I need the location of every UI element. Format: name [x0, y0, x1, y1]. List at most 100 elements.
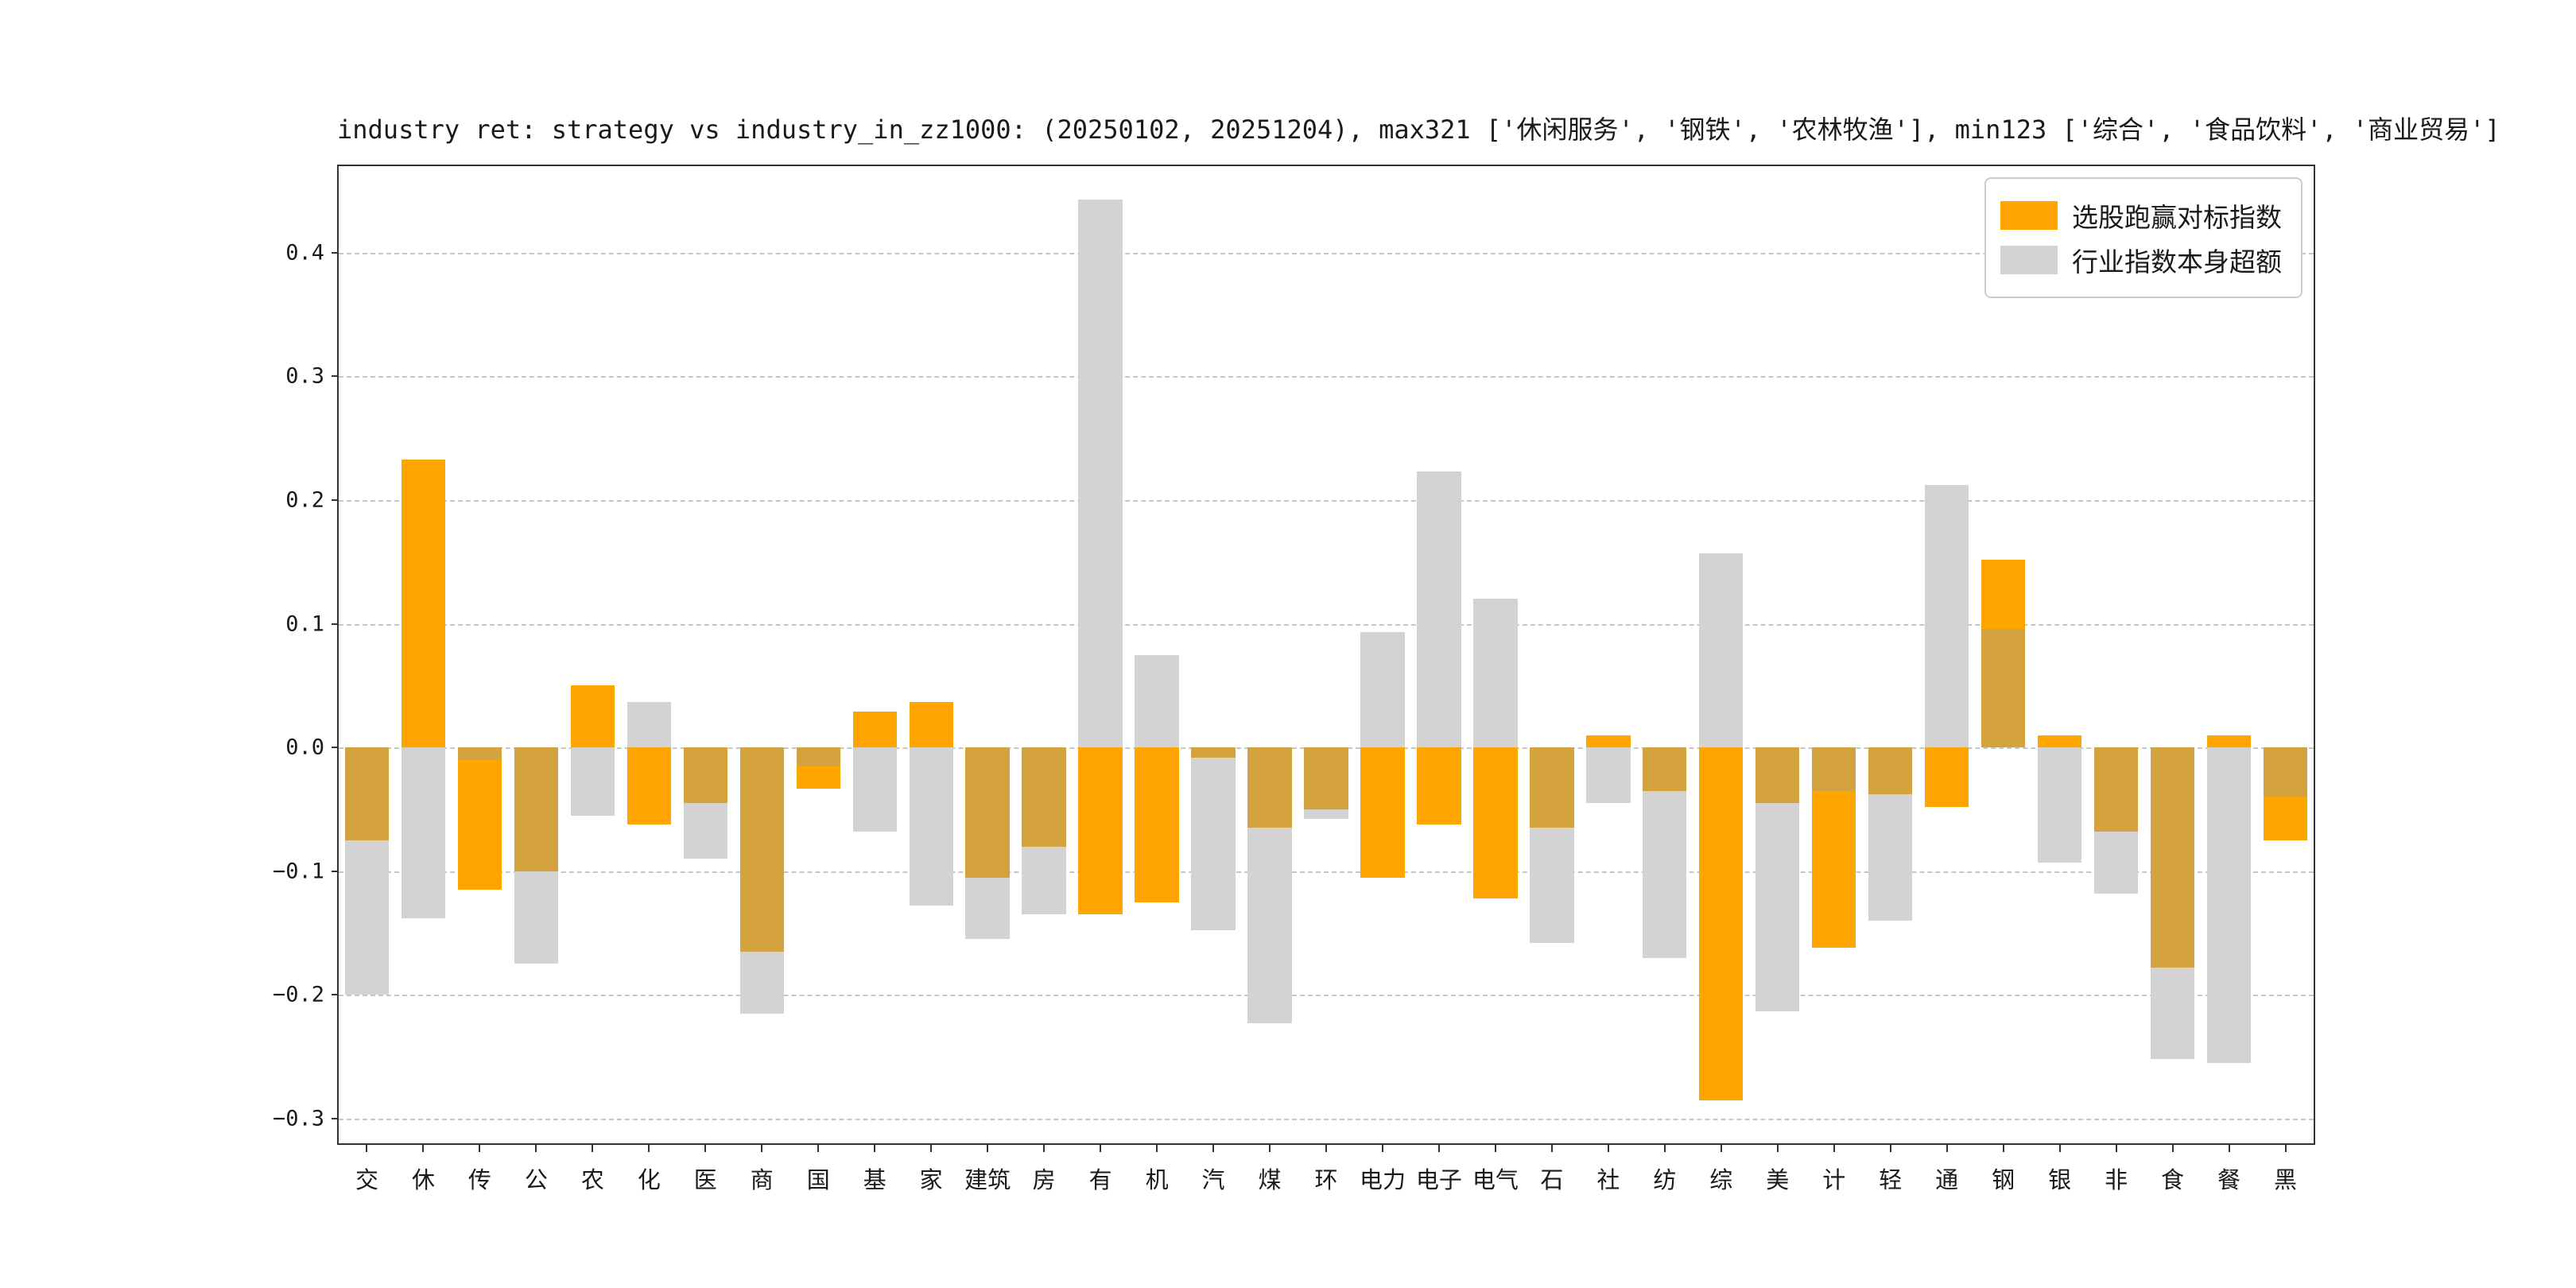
- bar-overlap-segment: [796, 747, 840, 766]
- bar-overlap-segment: [514, 747, 559, 871]
- bar-industry-segment: [1473, 599, 1518, 748]
- bar-strategy-segment: [401, 459, 446, 748]
- bar-industry-segment: [514, 871, 559, 964]
- bar-strategy-segment: [570, 685, 615, 748]
- bar-overlap-segment: [1812, 747, 1856, 791]
- legend-swatch-orange: [2000, 201, 2058, 230]
- x-tick-label: 餐: [2217, 1166, 2241, 1193]
- x-tick-label: 石: [1540, 1166, 1564, 1193]
- legend-row-industry: 行业指数本身超额: [2000, 241, 2282, 279]
- x-tick-mark: [1156, 1145, 1158, 1152]
- y-tick-label: 0.3: [285, 363, 324, 389]
- x-tick-mark: [1550, 1145, 1553, 1152]
- x-tick-label: 通: [1935, 1166, 1959, 1193]
- x-tick-mark: [1212, 1145, 1215, 1152]
- bar-overlap-segment: [739, 747, 784, 952]
- x-tick-label: 交: [355, 1166, 378, 1193]
- x-tick-label: 房: [1032, 1166, 1056, 1193]
- x-tick-label: 计: [1822, 1166, 1846, 1193]
- bar-overlap-segment: [1755, 747, 1800, 804]
- bar-overlap-segment: [1530, 747, 1574, 828]
- bar-industry-segment: [1755, 803, 1800, 1011]
- x-tick-label: 钢: [1992, 1166, 2015, 1193]
- y-gridline: [339, 252, 2314, 254]
- bar-strategy-segment: [2037, 735, 2082, 748]
- bar-strategy-segment: [1417, 747, 1461, 824]
- bar-industry-segment: [1417, 471, 1461, 748]
- bar-industry-segment: [2037, 747, 2082, 863]
- x-tick-mark: [422, 1145, 425, 1152]
- bar-industry-segment: [1530, 828, 1574, 943]
- bar-industry-segment: [1925, 485, 1969, 748]
- y-tick-mark: [332, 623, 339, 625]
- x-tick-label: 农: [580, 1166, 604, 1193]
- x-tick-label: 基: [863, 1166, 886, 1193]
- bar-strategy-segment: [796, 766, 840, 789]
- x-tick-label: 电子: [1415, 1166, 1462, 1193]
- legend-row-strategy: 选股跑赢对标指数: [2000, 196, 2282, 235]
- legend-swatch-gray: [2000, 246, 2058, 274]
- bar-strategy-segment: [1586, 735, 1631, 748]
- bar-strategy-segment: [1078, 747, 1123, 915]
- bar-industry-segment: [909, 747, 953, 906]
- x-tick-label: 纺: [1653, 1166, 1677, 1193]
- x-tick-mark: [2115, 1145, 2117, 1152]
- bar-industry-segment: [1360, 632, 1405, 748]
- x-tick-mark: [1269, 1145, 1271, 1152]
- bar-industry-segment: [1304, 809, 1348, 820]
- bar-overlap-segment: [344, 747, 390, 840]
- y-tick-label: 0.0: [285, 735, 324, 760]
- x-tick-mark: [366, 1145, 368, 1152]
- bar-strategy-segment: [1360, 747, 1405, 878]
- bar-industry-segment: [1078, 200, 1123, 748]
- x-tick-label: 环: [1314, 1166, 1338, 1193]
- bar-strategy-segment: [627, 747, 671, 824]
- bar-overlap-segment: [1247, 747, 1292, 828]
- x-tick-label: 电气: [1472, 1166, 1519, 1193]
- y-tick-label: 0.2: [285, 487, 324, 513]
- bar-strategy-segment: [1699, 747, 1744, 1100]
- y-tick-mark: [332, 870, 339, 872]
- plot-area: 选股跑赢对标指数 行业指数本身超额 0.4 0.3 0.2 0.1 0.0 −0.1 −0.…: [273, 165, 2315, 1193]
- y-gridline: [339, 995, 2314, 997]
- x-tick-mark: [2171, 1145, 2174, 1152]
- bar-strategy-segment: [457, 759, 502, 890]
- y-gridline: [339, 1118, 2314, 1120]
- x-tick-mark: [930, 1145, 933, 1152]
- bar-overlap-segment: [2263, 747, 2308, 797]
- bar-industry-segment: [2093, 831, 2139, 894]
- bar-strategy-segment: [909, 701, 953, 748]
- x-tick-label: 综: [1709, 1166, 1733, 1193]
- y-tick-mark: [332, 747, 339, 749]
- bar-strategy-segment: [1473, 747, 1518, 898]
- x-tick-mark: [1381, 1145, 1383, 1152]
- y-tick-label: 0.1: [285, 611, 324, 637]
- x-tick-label: 电力: [1359, 1166, 1406, 1193]
- bar-overlap-segment: [683, 747, 727, 804]
- x-tick-label: 食: [2161, 1166, 2185, 1193]
- x-tick-mark: [1946, 1145, 1948, 1152]
- x-tick-mark: [1100, 1145, 1102, 1152]
- bar-strategy-segment: [1980, 559, 2026, 629]
- bar-strategy-segment: [2263, 797, 2308, 840]
- x-tick-mark: [704, 1145, 707, 1152]
- y-tick-mark: [332, 499, 339, 502]
- bar-industry-segment: [1699, 553, 1744, 748]
- bar-overlap-segment: [1191, 747, 1236, 758]
- y-gridline: [339, 500, 2314, 502]
- x-tick-label: 公: [524, 1166, 548, 1193]
- bar-overlap-segment: [457, 747, 502, 760]
- x-tick-mark: [761, 1145, 763, 1152]
- y-tick-mark: [332, 994, 339, 996]
- x-tick-label: 医: [693, 1166, 717, 1193]
- legend: 选股跑赢对标指数 行业指数本身超额: [1984, 177, 2302, 298]
- bar-strategy-segment: [1812, 790, 1856, 949]
- x-tick-label: 传: [467, 1166, 491, 1193]
- x-tick-label: 商: [750, 1166, 774, 1193]
- x-tick-mark: [1325, 1145, 1327, 1152]
- x-tick-mark: [1776, 1145, 1779, 1152]
- x-tick-mark: [1607, 1145, 1609, 1152]
- bar-overlap-segment: [965, 747, 1010, 878]
- bar-industry-segment: [2150, 968, 2195, 1060]
